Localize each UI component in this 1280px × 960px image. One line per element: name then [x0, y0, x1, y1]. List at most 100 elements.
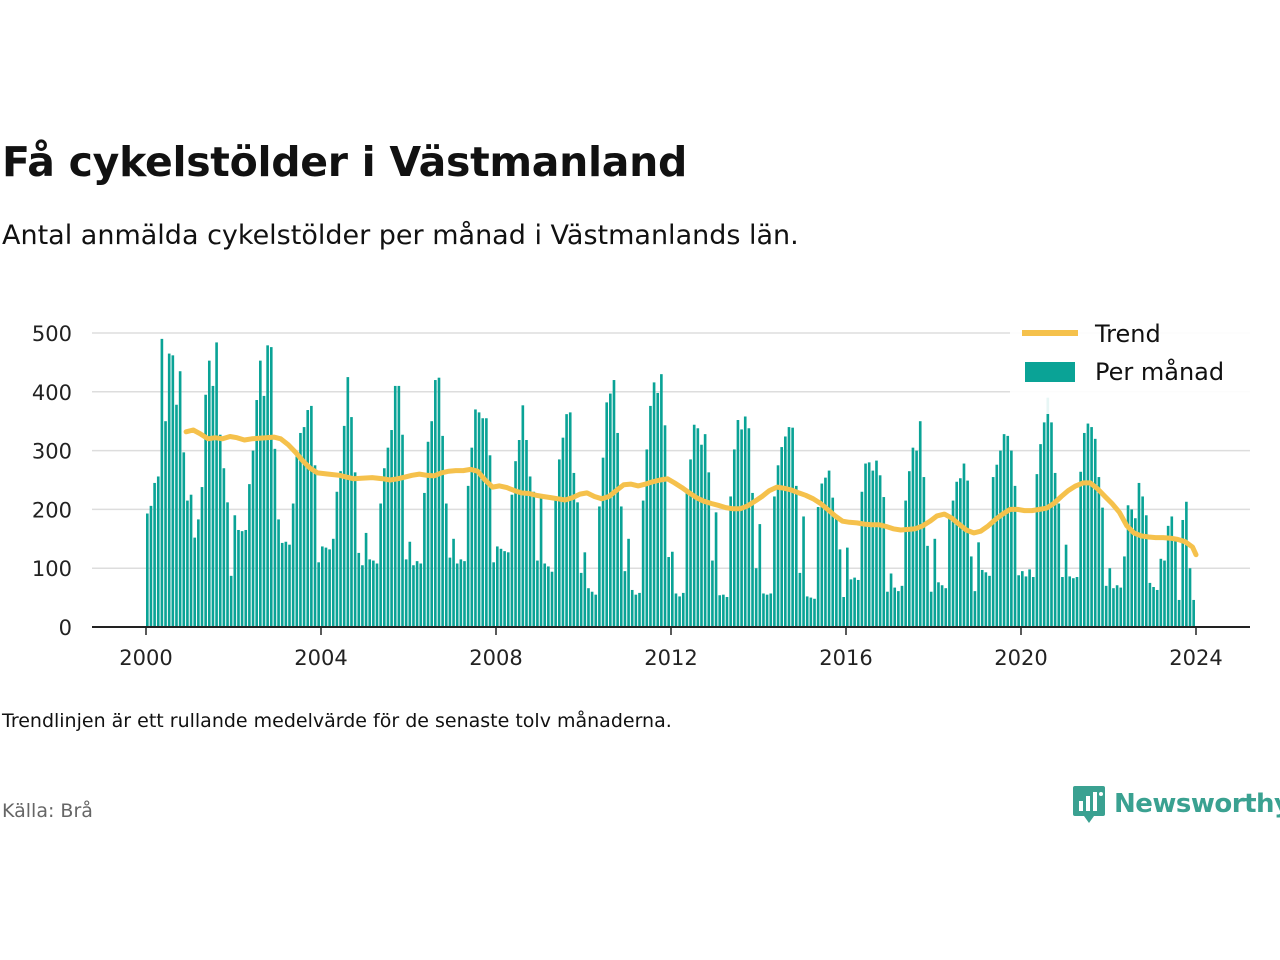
bar — [875, 460, 878, 627]
bar — [1002, 434, 1006, 627]
bar — [226, 502, 229, 627]
bar — [1090, 427, 1093, 627]
bar — [652, 382, 656, 627]
bar — [550, 571, 554, 627]
bar — [313, 465, 317, 627]
bar — [193, 537, 197, 627]
bar — [342, 425, 346, 627]
bar — [973, 591, 977, 627]
bar — [835, 517, 838, 627]
bar — [714, 512, 718, 627]
bar — [743, 416, 747, 627]
bar — [1137, 482, 1141, 627]
bar — [722, 594, 725, 627]
bar — [802, 516, 805, 627]
bar — [437, 377, 441, 627]
bar — [251, 450, 255, 627]
bar — [554, 497, 557, 627]
bar — [638, 592, 641, 627]
bar — [1108, 568, 1112, 627]
x-tick-label: 2024 — [1169, 646, 1222, 670]
bar — [1126, 505, 1130, 627]
bar — [197, 519, 200, 627]
bar — [532, 491, 536, 627]
bar — [747, 428, 751, 627]
bar — [182, 452, 186, 627]
bar — [1155, 589, 1159, 627]
bar — [816, 507, 820, 627]
bar — [1104, 585, 1108, 627]
bar — [215, 342, 218, 627]
bar — [977, 542, 980, 627]
bar — [729, 496, 732, 627]
bar — [543, 563, 547, 627]
bar — [1035, 474, 1039, 627]
bar — [856, 579, 860, 627]
bar — [302, 427, 306, 627]
legend-bar-label: Per månad — [1095, 357, 1224, 386]
bar — [561, 437, 565, 627]
bar — [1119, 587, 1123, 627]
bar — [404, 559, 408, 627]
bar — [962, 463, 966, 627]
bar — [689, 459, 692, 627]
bar — [1174, 537, 1177, 627]
bar — [805, 596, 809, 627]
bar — [827, 470, 831, 627]
bar — [171, 355, 175, 627]
bar — [419, 563, 423, 627]
bar — [167, 353, 171, 627]
bar — [430, 421, 434, 627]
bar — [244, 529, 248, 627]
y-axis: 0 100 200 300 400 500 — [32, 322, 72, 640]
bar — [211, 385, 215, 627]
bar — [280, 542, 284, 627]
bar — [703, 434, 707, 627]
bar — [685, 491, 689, 627]
bar — [514, 461, 517, 627]
bar — [681, 592, 685, 627]
bar — [153, 482, 156, 627]
bar — [959, 478, 962, 627]
bar — [470, 447, 474, 627]
bar — [991, 477, 995, 627]
bar — [598, 506, 601, 627]
bar — [725, 597, 729, 627]
bar — [1075, 577, 1079, 627]
bar — [838, 549, 842, 627]
bar — [711, 560, 714, 627]
bar — [200, 487, 204, 627]
bar — [1185, 501, 1188, 627]
bar — [350, 417, 353, 627]
bar — [846, 547, 849, 627]
bar — [539, 497, 543, 627]
bar — [1144, 515, 1148, 627]
bar — [900, 585, 904, 627]
bar — [218, 434, 222, 627]
bar — [794, 485, 798, 627]
bar — [951, 500, 955, 627]
bar — [229, 575, 233, 627]
bar — [1064, 544, 1068, 627]
bar — [649, 405, 652, 627]
bar — [492, 562, 495, 627]
bar — [886, 591, 889, 627]
bar — [306, 410, 310, 627]
bar — [754, 568, 758, 627]
bar — [390, 430, 393, 627]
bar — [382, 468, 386, 627]
bar — [156, 476, 160, 627]
bar — [696, 428, 700, 627]
bar — [1188, 568, 1192, 627]
bar — [189, 494, 193, 627]
legend-bar-swatch — [1025, 362, 1075, 382]
bar — [773, 496, 776, 627]
bar — [940, 585, 944, 627]
bar — [1115, 585, 1119, 627]
bar — [364, 532, 368, 627]
bar — [1141, 496, 1144, 627]
x-tick-label: 2016 — [819, 646, 872, 670]
bar — [1082, 432, 1086, 627]
bar — [288, 544, 291, 627]
bar — [889, 573, 893, 627]
